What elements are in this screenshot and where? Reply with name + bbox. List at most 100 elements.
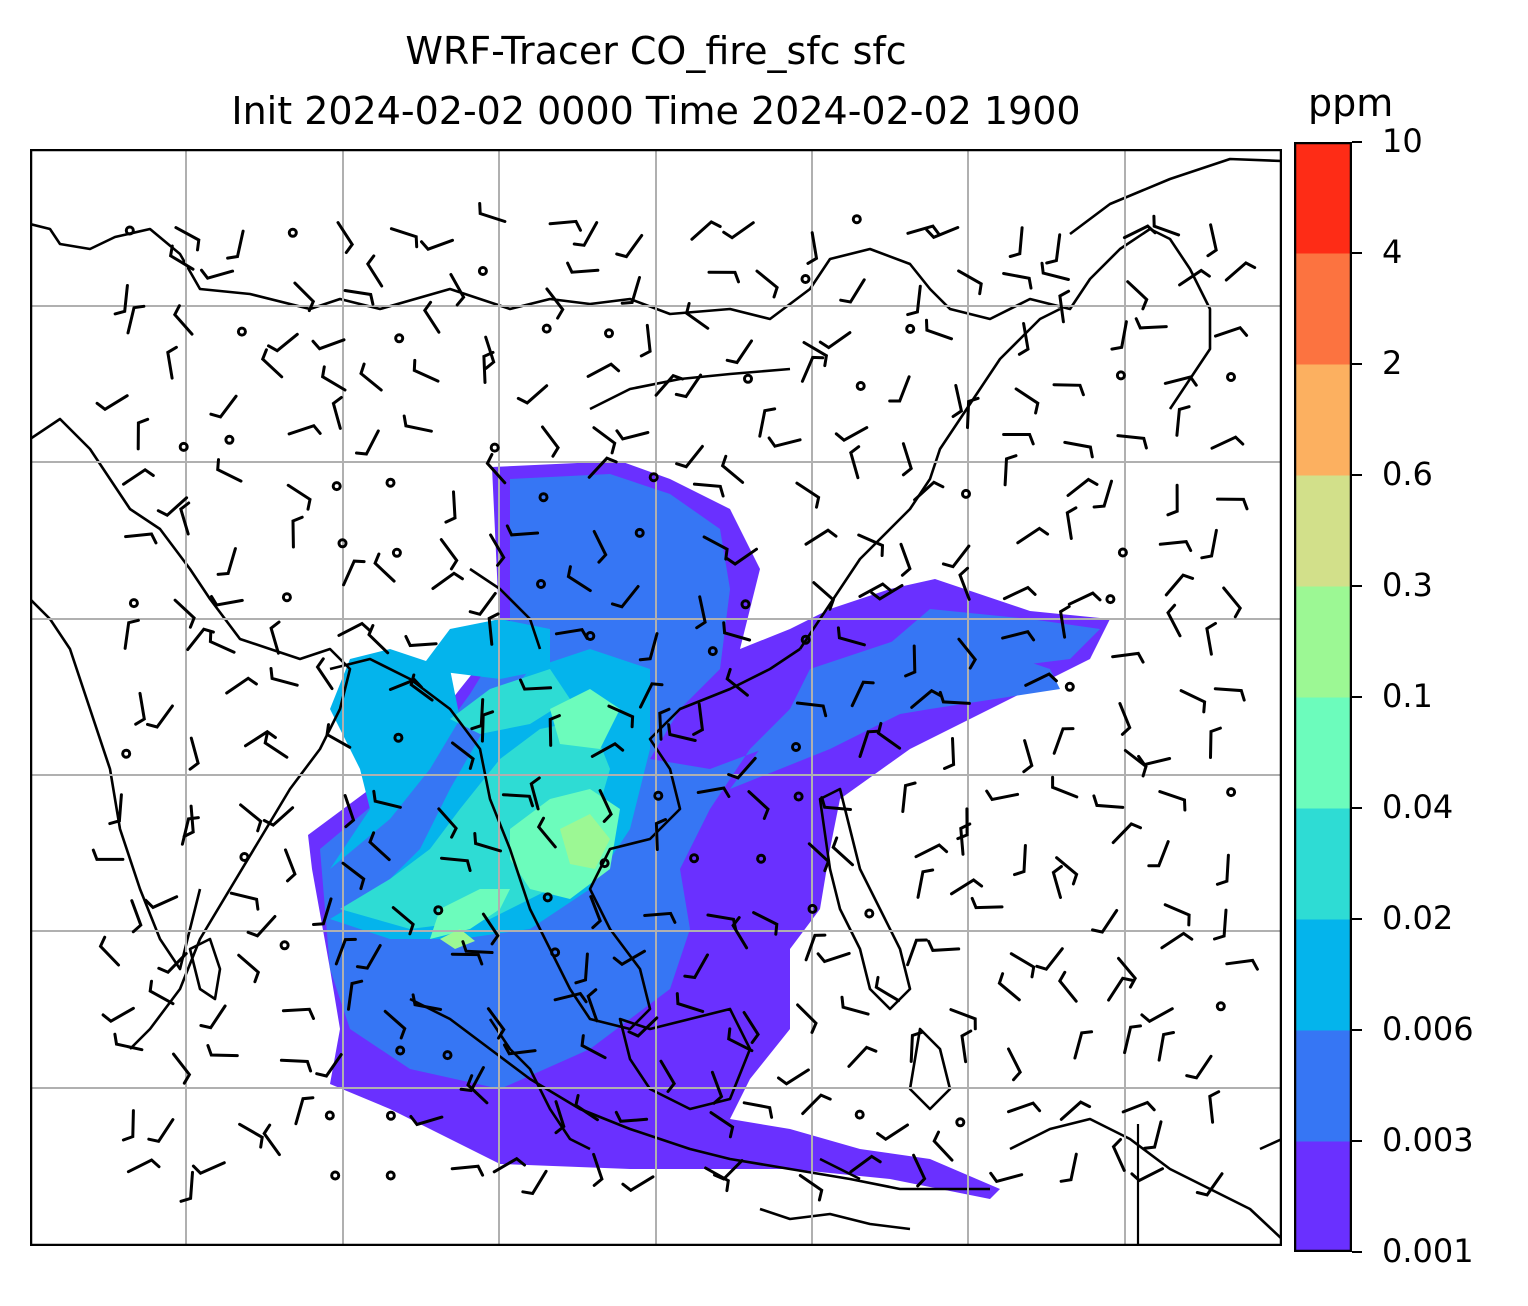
- wind-barb: [620, 276, 641, 305]
- map-plot: [30, 149, 1282, 1246]
- wind-barb: [168, 244, 195, 271]
- wind-barb: [336, 221, 355, 254]
- wind-barb: [521, 1169, 548, 1196]
- calm-wind-marker: [385, 1170, 396, 1181]
- wind-barb: [263, 731, 289, 759]
- wind-barb: [1179, 689, 1207, 714]
- wind-barb: [144, 895, 179, 910]
- colorbar-tick-mark: [1352, 696, 1362, 698]
- colorbar-band: [1294, 919, 1352, 1031]
- wind-barb: [440, 856, 472, 872]
- wind-barb: [816, 951, 851, 964]
- wind-barb: [466, 1074, 489, 1105]
- wind-barb: [755, 269, 779, 299]
- wind-barb: [437, 807, 458, 839]
- wind-barb: [1111, 822, 1142, 845]
- colorbar-tick-mark: [1352, 585, 1362, 587]
- wind-barb: [206, 1044, 239, 1058]
- wind-barb: [592, 426, 617, 455]
- wind-barb: [572, 221, 599, 247]
- wind-barb: [1110, 320, 1128, 351]
- wind-barb: [906, 224, 941, 236]
- wind-barb: [960, 1029, 973, 1064]
- wind-barb: [802, 341, 829, 368]
- colorbar-band: [1294, 475, 1352, 587]
- wind-barb: [722, 621, 752, 642]
- wind-barb: [489, 533, 506, 567]
- calm-wind-marker: [224, 434, 235, 445]
- colorbar-band: [1294, 142, 1352, 254]
- wind-barb: [1225, 958, 1259, 971]
- wind-barb: [849, 1154, 882, 1174]
- wind-barb: [1195, 1172, 1224, 1197]
- wind-barb: [607, 704, 635, 729]
- calm-wind-marker: [689, 853, 700, 864]
- wind-barb: [480, 710, 495, 743]
- wind-barb: [1163, 903, 1191, 927]
- wind-barb: [1216, 497, 1249, 511]
- wind-barb: [1117, 956, 1138, 989]
- wind-barb: [123, 618, 140, 650]
- wind-barb: [836, 626, 866, 647]
- wind-barb: [225, 676, 258, 695]
- wind-barb: [315, 1053, 343, 1078]
- wind-barb: [342, 559, 366, 587]
- wind-barb: [586, 988, 599, 1023]
- wind-barb: [949, 1008, 977, 1031]
- wind-barb: [713, 1159, 744, 1181]
- wind-barb: [958, 566, 971, 601]
- wind-barb: [1200, 528, 1218, 560]
- calm-wind-marker: [178, 441, 189, 452]
- wind-barb: [113, 284, 129, 316]
- calm-wind-marker: [793, 791, 804, 802]
- wind-barb: [188, 736, 200, 771]
- co-concentration-field: [308, 461, 1110, 1199]
- wind-barb: [216, 458, 243, 483]
- wind-barb: [343, 794, 356, 829]
- wind-barb: [674, 373, 703, 399]
- wind-barb: [675, 992, 705, 1013]
- colorbar-tick-mark: [1352, 474, 1362, 476]
- wind-barb: [1123, 749, 1148, 778]
- wind-barb: [294, 1096, 315, 1126]
- wind-barb: [1157, 1031, 1175, 1062]
- colorbar-band: [1294, 808, 1352, 920]
- calm-wind-marker: [538, 492, 549, 503]
- calm-wind-marker: [1226, 787, 1237, 798]
- wind-barb: [710, 1070, 724, 1105]
- calm-wind-marker: [955, 1117, 966, 1128]
- wind-barb: [1130, 1167, 1164, 1183]
- wind-barb: [777, 1068, 810, 1086]
- wind-barb: [130, 899, 143, 934]
- colorbar-tick-label: 4: [1382, 233, 1403, 271]
- wind-barb: [1185, 1054, 1213, 1080]
- wind-barb: [262, 806, 295, 827]
- colorbar-tick-label: 0.3: [1382, 566, 1433, 604]
- wind-barb: [373, 552, 396, 583]
- wind-barb: [1057, 970, 1078, 1003]
- wind-barb: [355, 429, 380, 456]
- wind-barb: [391, 906, 415, 936]
- wind-barb: [725, 667, 749, 697]
- wind-barb: [260, 348, 284, 379]
- wind-barb: [519, 678, 553, 691]
- wind-barb: [1214, 325, 1249, 338]
- wind-barb: [1147, 840, 1170, 868]
- wind-barb: [598, 789, 613, 823]
- calm-wind-marker: [477, 266, 488, 276]
- wind-barb: [901, 781, 917, 813]
- wind-barb: [639, 682, 664, 709]
- wind-barb: [484, 335, 496, 370]
- calm-wind-marker: [394, 333, 405, 344]
- wind-barb: [1111, 1138, 1126, 1172]
- wind-barb: [876, 1123, 909, 1142]
- wind-barb: [239, 803, 263, 833]
- wind-barb: [840, 995, 870, 1016]
- calm-wind-marker: [599, 858, 610, 869]
- wind-barb: [337, 621, 371, 637]
- wind-barb: [580, 1034, 607, 1060]
- wind-barb: [439, 538, 459, 571]
- wind-barb: [950, 878, 984, 896]
- calm-wind-marker: [1105, 594, 1116, 605]
- wind-barb: [1224, 261, 1257, 282]
